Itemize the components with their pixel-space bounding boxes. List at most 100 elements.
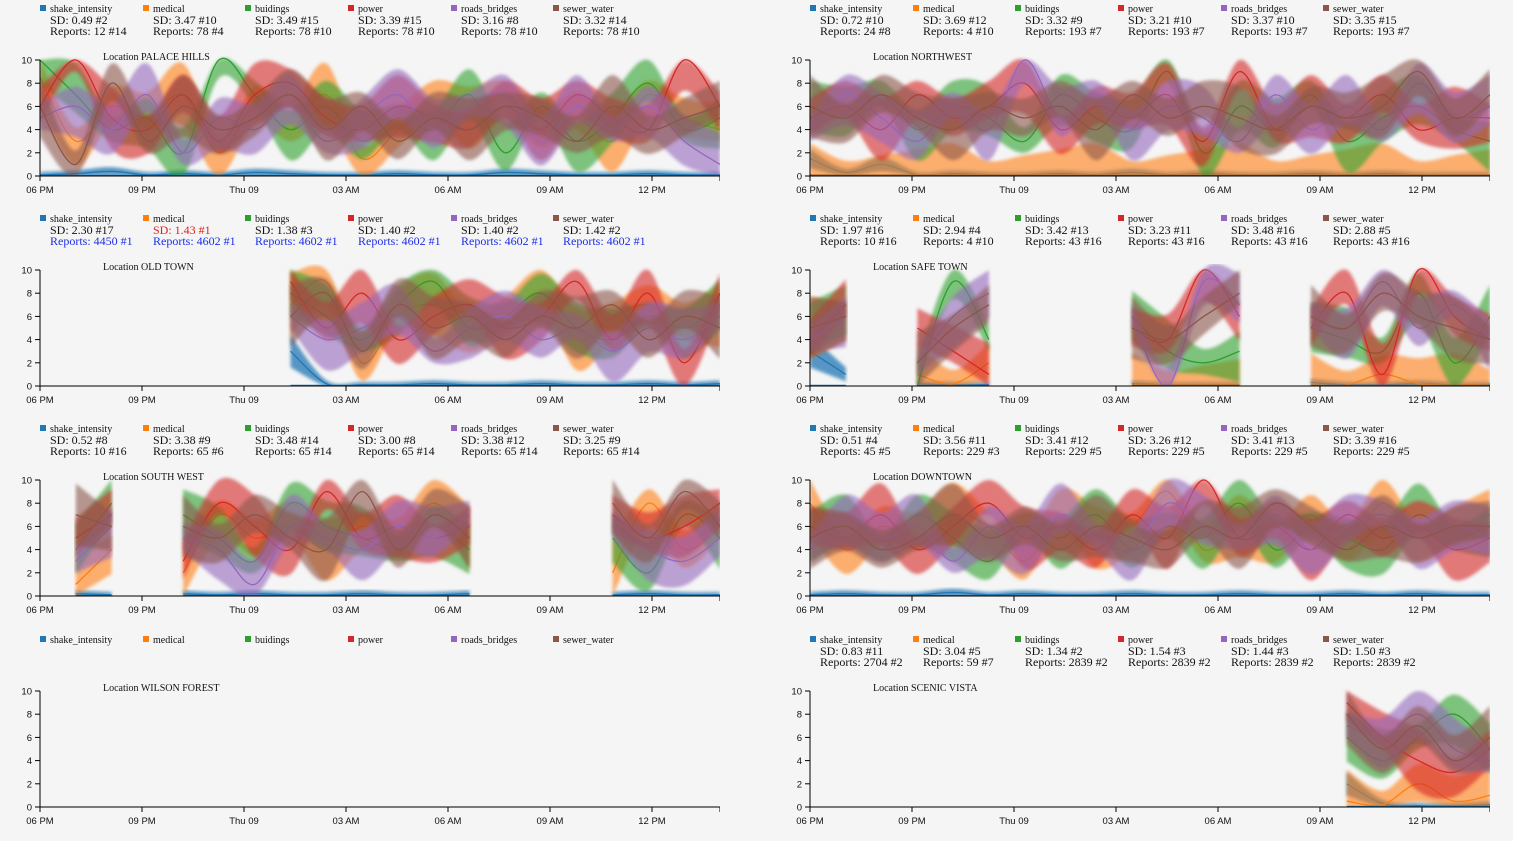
legend-item-medical[interactable]: medical — [143, 635, 185, 646]
sd-value: SD: 2.88 #5 — [1333, 223, 1391, 237]
sd-value: SD: 3.04 #5 — [923, 644, 981, 658]
legend-item-shake_intensity[interactable]: shake_intensity SD: 0.49 #2 Reports: 12 #1… — [40, 4, 127, 37]
legend-item-sewer_water[interactable]: sewer_water SD: 3.32 #14 Reports: 78 #10 — [553, 4, 640, 37]
x-tick-label: 09 PM — [128, 185, 156, 196]
legend-item-power[interactable]: power SD: 1.40 #2 Reports: 4602 #1 — [348, 214, 441, 247]
sd-value: SD: 0.49 #2 — [50, 13, 108, 27]
legend-item-buidings[interactable]: buidings — [245, 635, 289, 646]
legend-item-shake_intensity[interactable]: shake_intensity SD: 0.51 #4 Reports: 45 #5 — [810, 424, 891, 457]
legend-swatch — [143, 5, 149, 11]
y-tick-label: 8 — [797, 289, 802, 300]
reports-value: Reports: 229 #5 — [1128, 444, 1205, 458]
x-tick-label: Thu 09 — [229, 185, 259, 196]
reports-value: Reports: 78 #10 — [358, 24, 435, 38]
reports-value: Reports: 43 #16 — [1231, 234, 1308, 248]
reports-value: Reports: 65 #6 — [153, 444, 224, 458]
y-tick-label: 8 — [27, 289, 32, 300]
legend-item-medical[interactable]: medical SD: 3.04 #5 Reports: 59 #7 — [913, 635, 994, 668]
legend-item-medical[interactable]: medical SD: 2.94 #4 Reports: 4 #10 — [913, 214, 994, 247]
y-tick-label: 6 — [27, 102, 32, 113]
sd-value: SD: 0.52 #8 — [50, 433, 108, 447]
legend-swatch — [245, 425, 251, 431]
x-tick-label: 09 PM — [128, 605, 156, 616]
x-tick-label: Thu 09 — [999, 395, 1029, 406]
legend-item-roads_bridges[interactable]: roads_bridges SD: 1.44 #3 Reports: 2839 #2 — [1221, 635, 1314, 668]
legend-label: buidings — [255, 214, 290, 225]
reports-value: Reports: 4602 #1 — [358, 234, 441, 248]
legend-item-roads_bridges[interactable]: roads_bridges SD: 3.48 #16 Reports: 43 #16 — [1221, 214, 1308, 247]
line-sewer_water — [1310, 292, 1490, 341]
x-tick-label: 12 PM — [638, 185, 666, 196]
sd-value: SD: 3.48 #16 — [1231, 223, 1295, 237]
legend-item-medical[interactable]: medical SD: 3.69 #12 Reports: 4 #10 — [913, 4, 994, 37]
location-label: Location SOUTH WEST — [103, 472, 204, 483]
legend-label: shake_intensity — [820, 214, 883, 225]
legend-item-roads_bridges[interactable]: roads_bridges SD: 1.40 #2 Reports: 4602 #1 — [451, 214, 544, 247]
legend-item-medical[interactable]: medical SD: 3.38 #9 Reports: 65 #6 — [143, 424, 224, 457]
legend-item-power[interactable]: power SD: 3.23 #11 Reports: 43 #16 — [1118, 214, 1205, 247]
reports-value: Reports: 2839 #2 — [1025, 655, 1108, 669]
legend-item-buidings[interactable]: buidings SD: 3.41 #12 Reports: 229 #5 — [1015, 424, 1102, 457]
sd-value: SD: 3.32 #9 — [1025, 13, 1083, 27]
legend-item-shake_intensity[interactable]: shake_intensity SD: 1.97 #16 Reports: 10 #… — [810, 214, 897, 247]
legend: shake_intensity SD: 0.49 #2 Reports: 12 #1… — [40, 0, 780, 46]
legend-item-medical[interactable]: medical SD: 3.56 #11 Reports: 229 #3 — [913, 424, 1000, 457]
legend-swatch — [143, 425, 149, 431]
legend-label: medical — [153, 214, 185, 225]
legend-item-roads_bridges[interactable]: roads_bridges — [451, 635, 517, 646]
legend-item-medical[interactable]: medical SD: 3.47 #10 Reports: 78 #4 — [143, 4, 224, 37]
legend-item-power[interactable]: power — [348, 635, 383, 646]
legend-swatch — [810, 425, 816, 431]
sd-value: SD: 3.26 #12 — [1128, 433, 1192, 447]
legend-item-roads_bridges[interactable]: roads_bridges SD: 3.16 #8 Reports: 78 #10 — [451, 4, 538, 37]
location-label: Location DOWNTOWN — [873, 472, 972, 483]
legend-item-power[interactable]: power SD: 3.39 #15 Reports: 78 #10 — [348, 4, 435, 37]
legend-item-sewer_water[interactable]: sewer_water — [553, 635, 614, 646]
x-tick-label: 12 PM — [638, 816, 666, 827]
legend-item-sewer_water[interactable]: sewer_water SD: 3.35 #15 Reports: 193 #7 — [1323, 4, 1410, 37]
legend: shake_intensity medical buidings power roads… — [40, 631, 780, 677]
legend-item-power[interactable]: power SD: 3.00 #8 Reports: 65 #14 — [348, 424, 435, 457]
legend-label: medical — [923, 635, 955, 646]
legend-item-power[interactable]: power SD: 3.26 #12 Reports: 229 #5 — [1118, 424, 1205, 457]
legend-swatch — [1221, 5, 1227, 11]
legend-item-roads_bridges[interactable]: roads_bridges SD: 3.41 #13 Reports: 229 #5 — [1221, 424, 1308, 457]
legend-item-buidings[interactable]: buidings SD: 3.32 #9 Reports: 193 #7 — [1015, 4, 1102, 37]
legend-item-buidings[interactable]: buidings SD: 1.34 #2 Reports: 2839 #2 — [1015, 635, 1108, 668]
sd-value: SD: 3.38 #9 — [153, 433, 211, 447]
y-tick-label: 2 — [797, 779, 802, 790]
legend-item-buidings[interactable]: buidings SD: 3.49 #15 Reports: 78 #10 — [245, 4, 332, 37]
legend-item-medical[interactable]: medical SD: 1.43 #1 Reports: 4602 #1 — [143, 214, 236, 247]
legend-swatch — [810, 5, 816, 11]
legend-item-shake_intensity[interactable]: shake_intensity SD: 0.72 #10 Reports: 24 #… — [810, 4, 891, 37]
legend-label: sewer_water — [1333, 424, 1384, 435]
legend-swatch — [245, 636, 251, 642]
legend-item-sewer_water[interactable]: sewer_water SD: 1.50 #3 Reports: 2839 #2 — [1323, 635, 1416, 668]
legend-item-shake_intensity[interactable]: shake_intensity SD: 2.30 #17 Reports: 4450… — [40, 214, 133, 247]
legend-item-power[interactable]: power SD: 1.54 #3 Reports: 2839 #2 — [1118, 635, 1211, 668]
legend-item-roads_bridges[interactable]: roads_bridges SD: 3.38 #12 Reports: 65 #14 — [451, 424, 538, 457]
sd-value: SD: 1.50 #3 — [1333, 644, 1391, 658]
legend-item-buidings[interactable]: buidings SD: 3.42 #13 Reports: 43 #16 — [1015, 214, 1102, 247]
legend-swatch — [40, 636, 46, 642]
legend-label: roads_bridges — [461, 4, 518, 15]
reports-value: Reports: 2839 #2 — [1333, 655, 1416, 669]
y-tick-label: 2 — [797, 568, 802, 579]
legend-item-power[interactable]: power SD: 3.21 #10 Reports: 193 #7 — [1118, 4, 1205, 37]
legend-item-roads_bridges[interactable]: roads_bridges SD: 3.37 #10 Reports: 193 #7 — [1221, 4, 1308, 37]
legend-swatch — [1323, 5, 1329, 11]
legend-item-shake_intensity[interactable]: shake_intensity SD: 0.83 #11 Reports: 2704… — [810, 635, 903, 668]
legend-item-sewer_water[interactable]: sewer_water SD: 2.88 #5 Reports: 43 #16 — [1323, 214, 1410, 247]
legend-item-sewer_water[interactable]: sewer_water SD: 3.39 #16 Reports: 229 #5 — [1323, 424, 1410, 457]
reports-value: Reports: 229 #3 — [923, 444, 1000, 458]
y-tick-label: 4 — [797, 756, 802, 767]
x-tick-label: 03 AM — [1103, 395, 1130, 406]
legend-item-shake_intensity[interactable]: shake_intensity SD: 0.52 #8 Reports: 10 #1… — [40, 424, 127, 457]
legend-item-shake_intensity[interactable]: shake_intensity — [40, 635, 112, 646]
legend-item-sewer_water[interactable]: sewer_water SD: 3.25 #9 Reports: 65 #14 — [553, 424, 640, 457]
legend-item-buidings[interactable]: buidings SD: 1.38 #3 Reports: 4602 #1 — [245, 214, 338, 247]
reports-value: Reports: 229 #5 — [1231, 444, 1308, 458]
legend-item-sewer_water[interactable]: sewer_water SD: 1.42 #2 Reports: 4602 #1 — [553, 214, 646, 247]
legend-item-buidings[interactable]: buidings SD: 3.48 #14 Reports: 65 #14 — [245, 424, 332, 457]
band-sewer_water — [810, 483, 1490, 569]
